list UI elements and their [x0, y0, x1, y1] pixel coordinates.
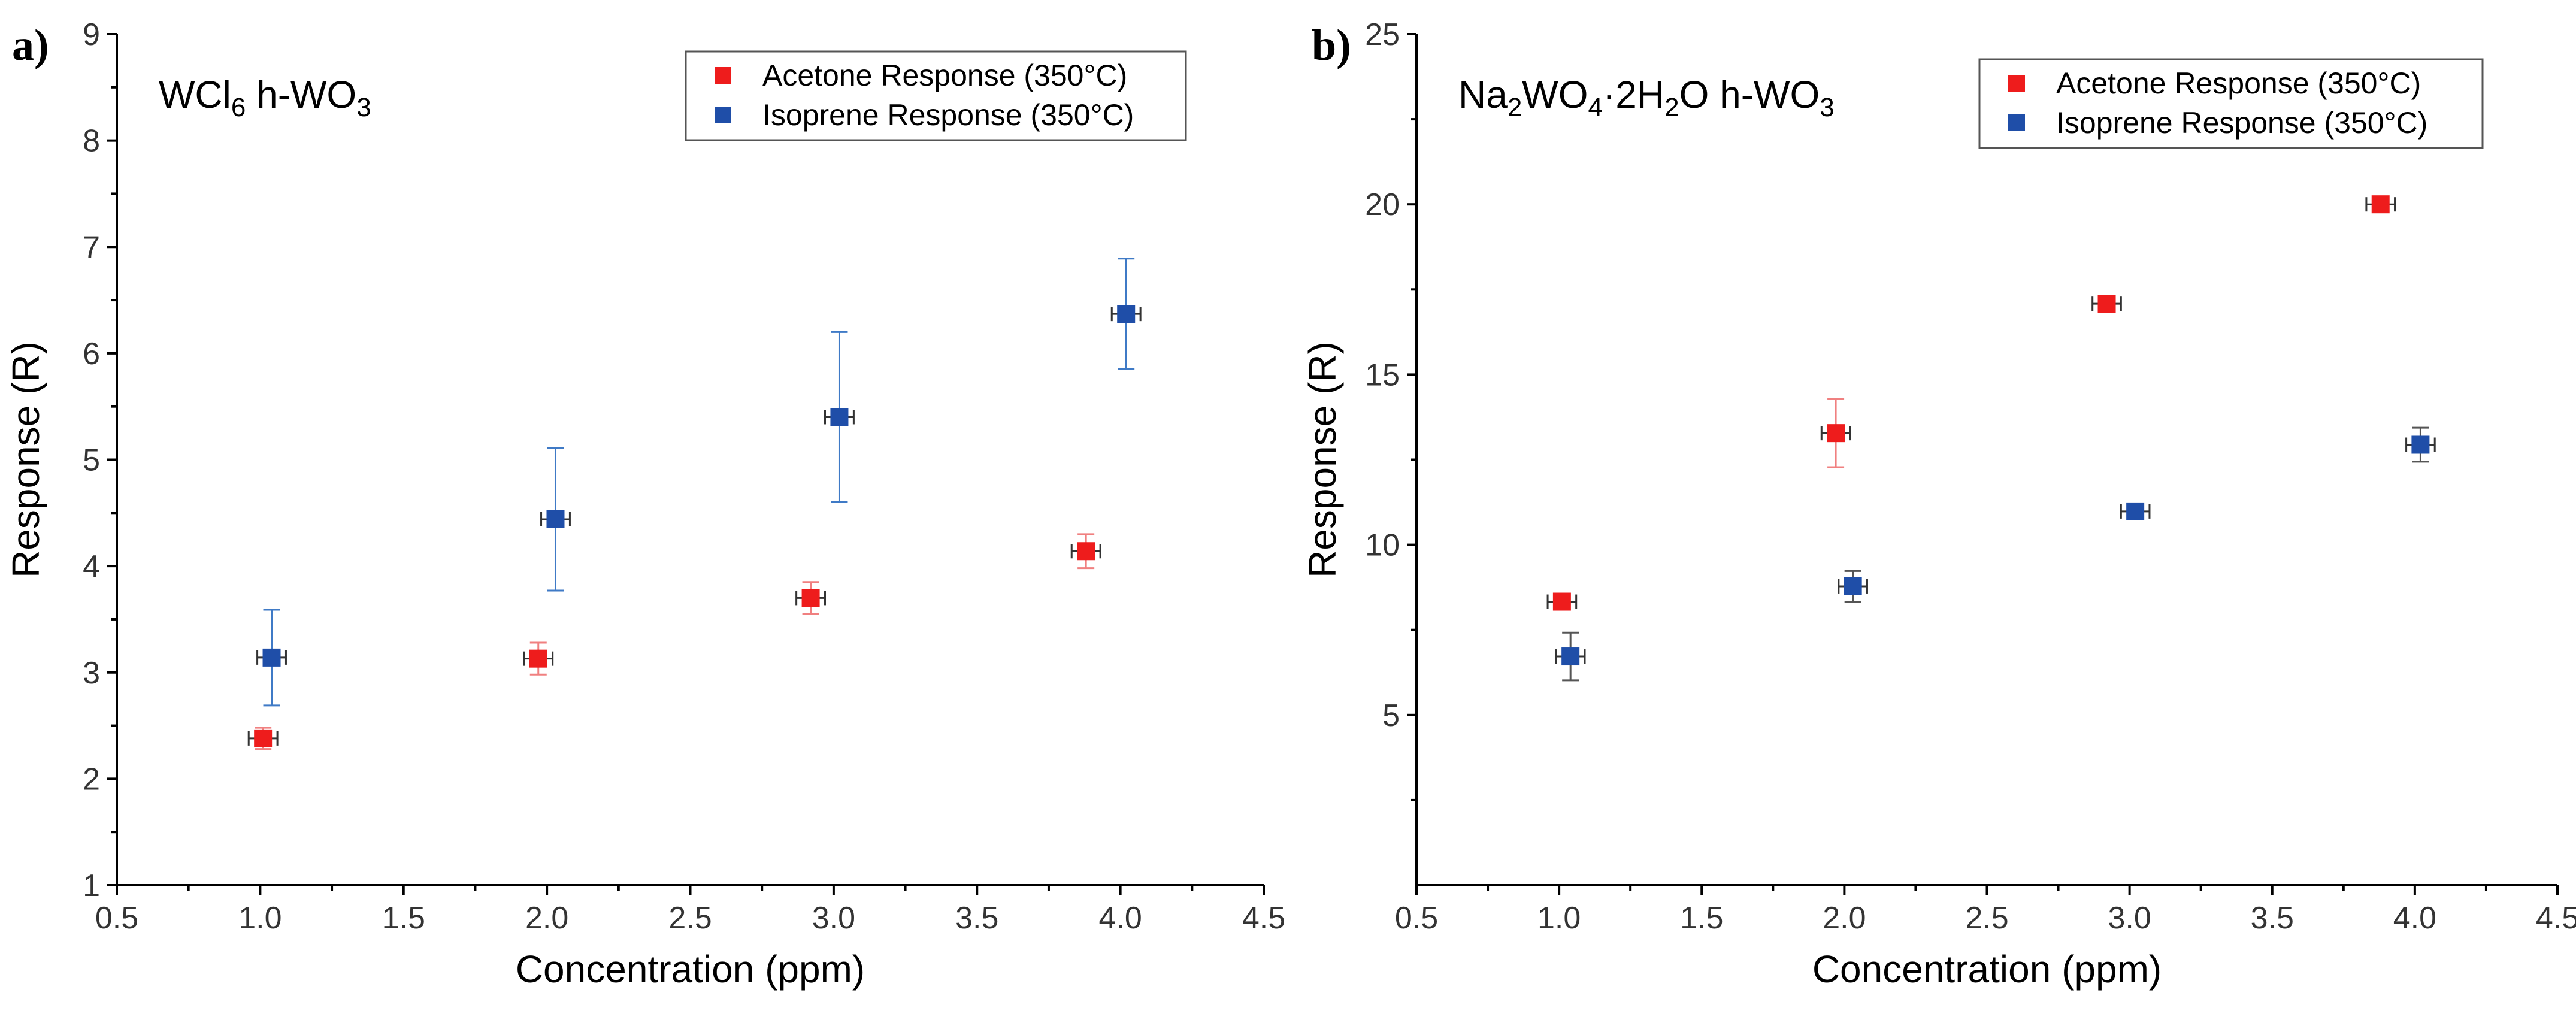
legend-swatch [2008, 114, 2025, 131]
legend-label: Acetone Response (350°C) [2056, 66, 2421, 100]
x-tick-label: 2.0 [1823, 901, 1866, 936]
y-tick-label: 15 [1365, 358, 1400, 392]
y-axis-title: Response (R) [1301, 341, 1344, 578]
annotation-part: 3 [1820, 93, 1834, 122]
legend-swatch [715, 107, 731, 123]
chart-panel-b: 0.5 1.0 1.5 2.0 2.5 3.0 3.5 4.0 4.5 5 10 15 20 25 Conc… [1301, 17, 2576, 991]
x-tick-label: 3.0 [2108, 901, 2151, 936]
x-axis-title: Concentration (ppm) [516, 948, 865, 991]
y-tick-label: 9 [83, 17, 100, 52]
data-point [529, 649, 547, 668]
series-acetone [247, 533, 1101, 750]
x-tick-label: 1.5 [1680, 901, 1723, 936]
x-tick-label: 2.5 [668, 901, 712, 936]
annotation-part: 4 [1588, 93, 1602, 122]
annotation-part: 6 [231, 93, 246, 122]
data-point [254, 729, 273, 747]
series-isoprene [1555, 426, 2436, 682]
sample-annotation: Na2WO4·2H2O h-WO3 [1458, 73, 1835, 122]
x-tick-label: 3.5 [2251, 901, 2294, 936]
x-tick-label: 4.5 [2536, 901, 2576, 936]
data-point [801, 589, 820, 607]
y-tick-label: 20 [1365, 187, 1400, 222]
series-acetone [1546, 195, 2396, 611]
annotation-part: 2 [1664, 93, 1679, 122]
x-tick-label: 1.0 [1537, 901, 1581, 936]
data-point [546, 510, 565, 528]
annotation-part: h-WO [246, 73, 356, 116]
x-tick-label: 2.0 [525, 901, 568, 936]
annotation-part: 2 [1508, 93, 1522, 122]
legend-swatch [2008, 75, 2025, 92]
annotation-part: 3 [356, 93, 371, 122]
legend: Acetone Response (350°C) Isoprene Respons… [685, 50, 1187, 141]
data-point [2126, 502, 2145, 520]
legend-label: Acetone Response (350°C) [762, 59, 1127, 92]
y-tick-label: 3 [83, 656, 100, 691]
data-point [1561, 647, 1580, 666]
data-point [262, 648, 281, 667]
x-tick-label: 3.0 [812, 901, 855, 936]
y-tick-label: 25 [1365, 17, 1400, 52]
x-tick-label: 4.0 [2393, 901, 2436, 936]
legend-label: Isoprene Response (350°C) [2056, 106, 2427, 140]
x-tick-label: 4.5 [1242, 901, 1285, 936]
y-tick-label: 7 [83, 230, 100, 265]
legend-swatch [715, 67, 731, 84]
y-tick-label: 2 [83, 762, 100, 797]
legend-frame [1978, 58, 2484, 149]
y-tick-label: 4 [83, 549, 100, 584]
x-tick-label: 0.5 [1395, 901, 1438, 936]
legend: Acetone Response (350°C) Isoprene Respons… [1978, 58, 2484, 149]
panel-label: b) [1312, 21, 1351, 70]
y-tick-label: 5 [1382, 698, 1400, 733]
x-tick-label: 1.0 [238, 901, 281, 936]
legend-label: Isoprene Response (350°C) [762, 98, 1134, 132]
panel-label: a) [12, 21, 49, 70]
data-point [2371, 195, 2390, 214]
x-axis-title: Concentration (ppm) [1812, 948, 2162, 991]
y-tick-label: 1 [83, 868, 100, 903]
data-point [830, 408, 849, 426]
sample-annotation: WCl6 h-WO3 [159, 73, 371, 122]
x-tick-label: 3.5 [955, 901, 998, 936]
x-tick-label: 1.5 [382, 901, 425, 936]
x-tick-label: 4.0 [1098, 901, 1142, 936]
data-point [1844, 577, 1862, 595]
data-point [2411, 435, 2430, 454]
legend-frame [685, 50, 1187, 141]
series-isoprene [256, 258, 1142, 707]
annotation-part: ·2H [1603, 73, 1664, 116]
y-tick-label: 5 [83, 443, 100, 478]
annotation-part: Na [1458, 73, 1508, 116]
annotation-part: WO [1522, 73, 1588, 116]
data-point [1117, 305, 1136, 323]
chart-panel-a: 0.5 1.0 1.5 2.0 2.5 3.0 3.5 4.0 4.5 1 2 3 4 5 6 7 8 9 Conc… [4, 17, 1285, 991]
y-tick-label: 10 [1365, 528, 1400, 563]
data-point [1552, 592, 1571, 611]
x-tick-label: 2.5 [1965, 901, 2008, 936]
y-tick-label: 8 [83, 124, 100, 159]
data-point [1077, 542, 1095, 561]
annotation-part: O h-WO [1679, 73, 1820, 116]
y-axis-title: Response (R) [4, 341, 47, 578]
y-tick-label: 6 [83, 337, 100, 371]
data-point [1827, 424, 1845, 443]
annotation-part: WCl [159, 73, 231, 116]
x-tick-label: 0.5 [95, 901, 138, 936]
data-point [2097, 295, 2116, 313]
